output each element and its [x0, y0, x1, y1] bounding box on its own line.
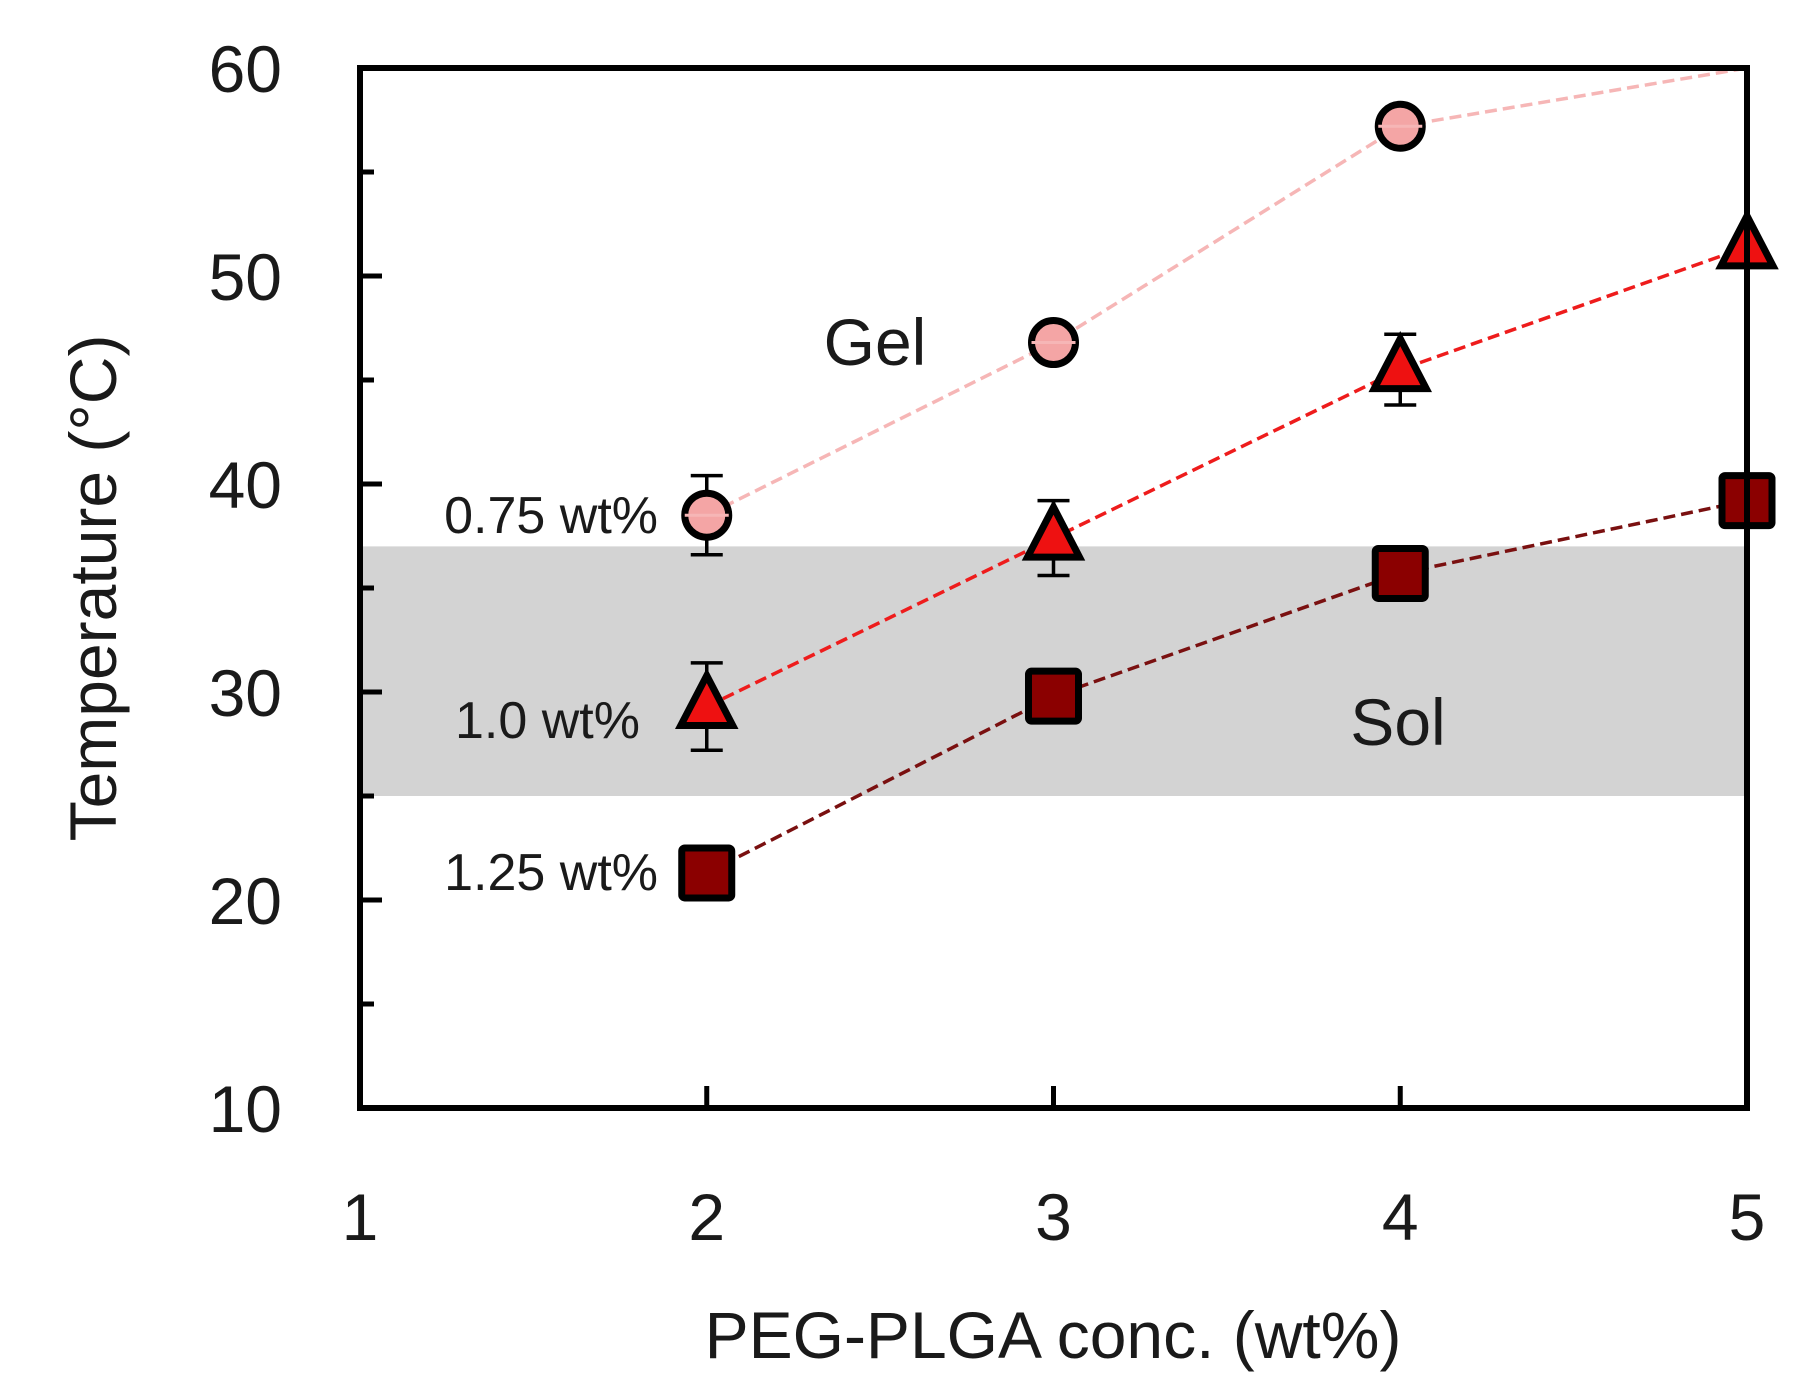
series-label-1-25: 1.25 wt% [444, 844, 658, 902]
region-label-sol: Sol [1350, 685, 1445, 759]
x-tick-label: 1 [342, 1180, 379, 1254]
y-tick-label: 40 [209, 448, 282, 522]
series-label-0-75: 0.75 wt% [444, 487, 658, 545]
series-line-circle [707, 68, 1747, 515]
y-tick-label: 60 [209, 32, 282, 106]
y-tick-label: 10 [209, 1072, 282, 1146]
y-tick-label: 20 [209, 864, 282, 938]
data-point-triangle [1374, 339, 1426, 389]
data-point-square [1375, 548, 1425, 598]
x-tick-label: 4 [1382, 1180, 1419, 1254]
data-point-square [682, 848, 732, 898]
y-axis-title: Temperature (°C) [56, 335, 130, 842]
y-tick-label: 30 [209, 656, 282, 730]
data-point-square [1029, 671, 1079, 721]
x-tick-label: 2 [688, 1180, 725, 1254]
region-label-gel: Gel [824, 305, 927, 379]
data-point-triangle [1028, 507, 1080, 557]
x-tick-label: 5 [1729, 1180, 1766, 1254]
y-tick-label: 50 [209, 240, 282, 314]
x-axis-title: PEG-PLGA conc. (wt%) [705, 1298, 1402, 1372]
series-label-1-0: 1.0 wt% [455, 692, 640, 750]
y-axis-ticks: 10 20 30 40 50 60 [209, 32, 382, 1146]
x-tick-label: 3 [1035, 1180, 1072, 1254]
x-axis-ticks: 1 2 3 4 5 [342, 1086, 1766, 1254]
chart: 1 2 3 4 5 10 20 30 40 50 60 Gel Sol 0.75 wt% 1.0 … [0, 0, 1810, 1394]
